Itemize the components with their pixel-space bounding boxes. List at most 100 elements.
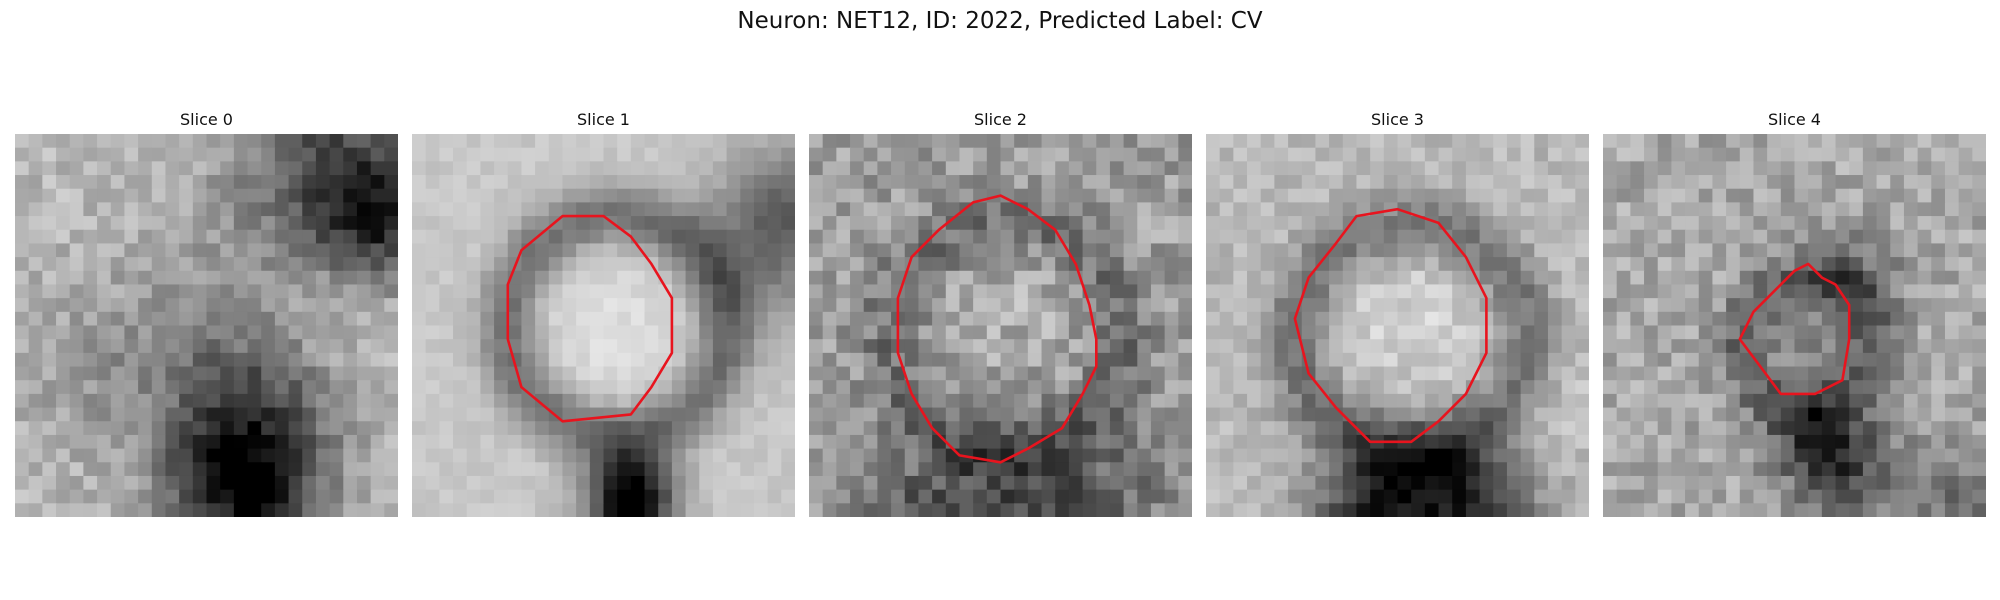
pixel bbox=[1671, 175, 1686, 190]
pixel bbox=[1315, 257, 1330, 272]
pixel bbox=[1438, 243, 1453, 258]
pixel bbox=[973, 421, 988, 436]
pixel bbox=[740, 489, 755, 504]
pixel bbox=[945, 216, 961, 231]
pixel bbox=[753, 325, 769, 340]
pixel bbox=[1561, 489, 1576, 504]
pixel bbox=[1876, 298, 1891, 313]
pixel bbox=[138, 339, 153, 354]
pixel bbox=[904, 366, 920, 381]
pixel bbox=[1506, 311, 1522, 327]
pixel bbox=[726, 503, 741, 517]
pixel bbox=[1931, 448, 1946, 463]
pixel bbox=[507, 134, 523, 149]
pixel bbox=[274, 257, 290, 272]
pixel bbox=[1096, 202, 1111, 217]
pixel bbox=[904, 448, 920, 463]
pixel bbox=[644, 475, 659, 491]
pixel bbox=[1027, 448, 1043, 463]
pixel bbox=[1835, 147, 1850, 162]
pixel bbox=[603, 270, 618, 286]
pixel bbox=[1055, 161, 1070, 176]
pixel bbox=[1753, 161, 1768, 176]
pixel bbox=[138, 380, 153, 395]
pixel bbox=[1150, 434, 1166, 450]
pixel bbox=[1972, 434, 1986, 450]
pixel bbox=[1178, 243, 1192, 258]
pixel bbox=[1123, 175, 1138, 190]
pixel bbox=[1849, 462, 1864, 477]
pixel bbox=[439, 325, 454, 340]
pixel bbox=[658, 229, 673, 245]
pixel bbox=[1630, 147, 1645, 162]
pixel bbox=[1876, 366, 1891, 381]
pixel bbox=[1616, 475, 1631, 491]
pixel bbox=[1753, 339, 1768, 354]
pixel bbox=[535, 188, 550, 203]
pixel bbox=[1712, 175, 1727, 190]
pixel bbox=[973, 503, 988, 517]
pixel bbox=[1465, 380, 1481, 395]
pixel bbox=[247, 270, 262, 286]
pixel bbox=[1616, 175, 1631, 190]
pixel bbox=[945, 339, 961, 354]
pixel bbox=[1616, 188, 1631, 203]
pixel bbox=[220, 298, 235, 313]
pixel bbox=[1000, 352, 1015, 368]
pixel bbox=[1315, 311, 1330, 327]
pixel bbox=[261, 188, 276, 203]
pixel bbox=[1493, 311, 1508, 327]
pixel bbox=[1288, 475, 1303, 491]
pixel bbox=[877, 380, 892, 395]
pixel bbox=[1780, 407, 1796, 422]
pixel bbox=[1561, 503, 1576, 517]
pixel bbox=[986, 202, 1002, 217]
pixel bbox=[1821, 161, 1837, 176]
pixel bbox=[1288, 202, 1303, 217]
pixel bbox=[1972, 257, 1986, 272]
pixel bbox=[261, 462, 276, 477]
pixel bbox=[69, 147, 84, 162]
pixel bbox=[1315, 216, 1330, 231]
pixel bbox=[1561, 325, 1576, 340]
pixel bbox=[1082, 503, 1097, 517]
pixel bbox=[494, 243, 509, 258]
pixel bbox=[439, 188, 454, 203]
pixel bbox=[1014, 270, 1029, 286]
pixel bbox=[589, 257, 605, 272]
pixel bbox=[1233, 188, 1248, 203]
pixel bbox=[1753, 475, 1768, 491]
pixel bbox=[1753, 462, 1768, 477]
pixel bbox=[904, 284, 920, 299]
pixel bbox=[1698, 380, 1714, 395]
pixel bbox=[945, 229, 961, 245]
pixel bbox=[767, 298, 782, 313]
pixel bbox=[97, 366, 112, 381]
pixel bbox=[822, 147, 837, 162]
pixel bbox=[548, 448, 564, 463]
pixel bbox=[589, 448, 605, 463]
pixel bbox=[453, 393, 468, 409]
pixel bbox=[1164, 311, 1179, 327]
pixel bbox=[1603, 257, 1618, 272]
pixel bbox=[836, 489, 851, 504]
pixel bbox=[658, 393, 673, 409]
pixel bbox=[1123, 202, 1138, 217]
pixel bbox=[1671, 147, 1686, 162]
pixel bbox=[110, 202, 126, 217]
pixel bbox=[329, 257, 344, 272]
pixel bbox=[1903, 202, 1919, 217]
pixel bbox=[1726, 188, 1741, 203]
pixel bbox=[822, 475, 837, 491]
pixel bbox=[1219, 503, 1234, 517]
pixel bbox=[753, 270, 769, 286]
pixel bbox=[1821, 366, 1837, 381]
pixel bbox=[1493, 393, 1508, 409]
pixel bbox=[630, 202, 646, 217]
pixel bbox=[850, 475, 865, 491]
pixel bbox=[1794, 147, 1809, 162]
pixel bbox=[1698, 134, 1714, 149]
pixel bbox=[1055, 298, 1070, 313]
pixel bbox=[83, 421, 98, 436]
pixel bbox=[1206, 339, 1221, 354]
